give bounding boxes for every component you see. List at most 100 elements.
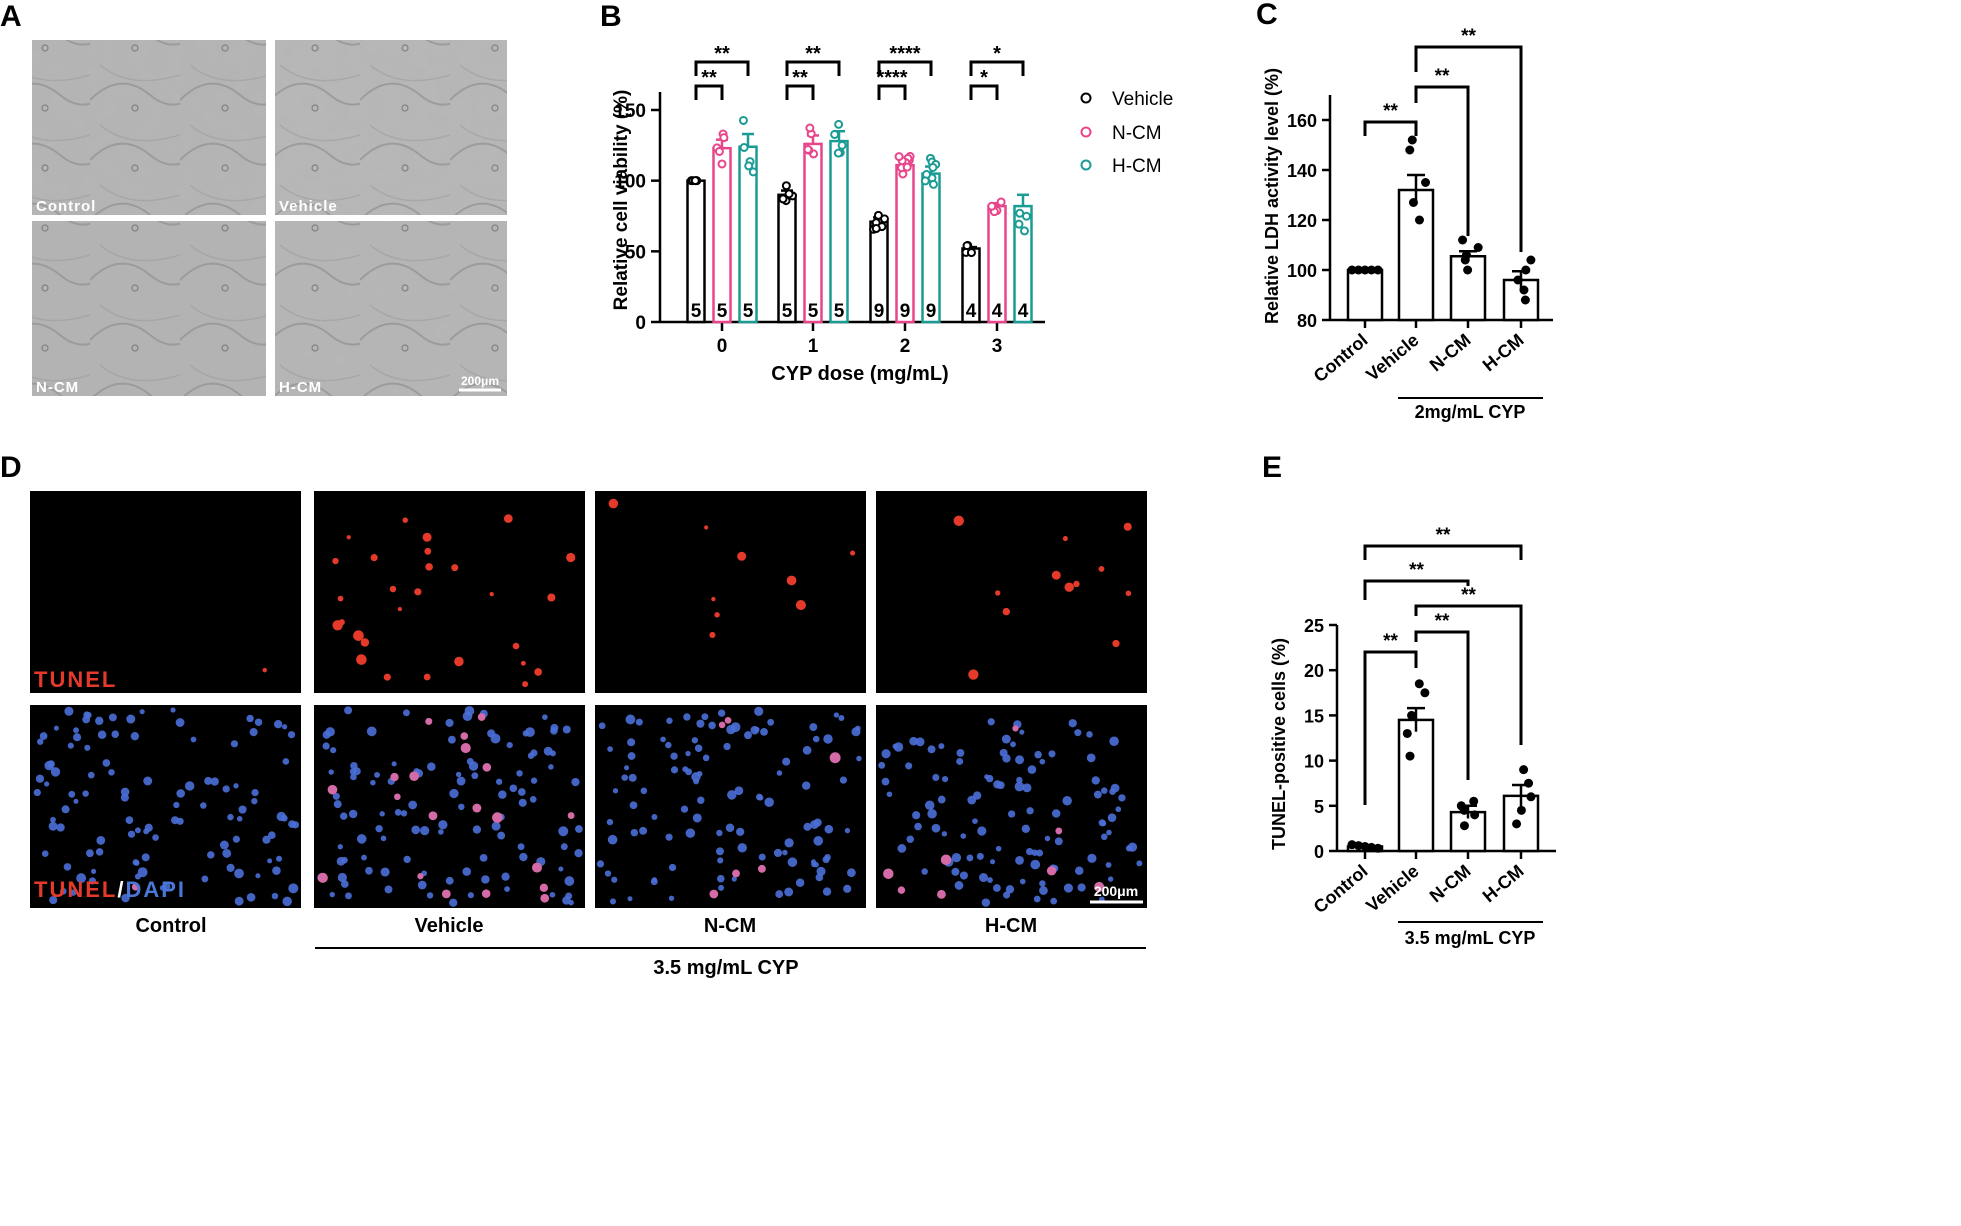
dapi-nucleus [222, 785, 230, 793]
dapi-nucleus [682, 766, 689, 773]
dapi-nucleus [981, 898, 991, 907]
dapi-nucleus [506, 741, 513, 749]
dapi-nucleus [730, 722, 741, 733]
dapi-nucleus [88, 877, 97, 885]
dapi-nucleus [509, 784, 518, 793]
b-data-point [902, 162, 912, 172]
tunel-positive-cell [370, 554, 378, 562]
b-data-point [744, 161, 754, 171]
dapi-nucleus [445, 876, 454, 885]
tunel-positive-cell [423, 673, 431, 681]
dapi-nucleus [1025, 847, 1034, 856]
c-data-point [1405, 145, 1415, 155]
e-y-tick-label: 15 [1304, 706, 1324, 726]
dapi-nucleus [604, 870, 612, 877]
dapi-nucleus [694, 744, 703, 753]
dapi-nucleus [67, 742, 74, 749]
dapi-nucleus [391, 761, 397, 767]
dapi-nucleus [458, 803, 465, 811]
b-data-point [830, 129, 840, 139]
dapi-nucleus [999, 748, 1008, 757]
dapi-nucleus [201, 875, 209, 883]
e-y-tick-label: 0 [1314, 842, 1324, 862]
dapi-nucleus [126, 714, 136, 724]
dapi-nucleus [251, 788, 259, 797]
dapi-nucleus [322, 742, 330, 750]
e-y-axis-label: TUNEL-positive cells (%) [1269, 638, 1289, 850]
b-data-point [928, 179, 938, 189]
dapi-nucleus [736, 827, 745, 837]
dapi-nucleus [70, 889, 77, 896]
dapi-nucleus [723, 742, 731, 751]
dapi-nucleus [810, 820, 819, 829]
b-significance-label: * [980, 67, 988, 89]
dapi-nucleus [1021, 824, 1030, 833]
micrograph-control: Control [32, 40, 266, 215]
dapi-nucleus [1063, 883, 1074, 893]
dapi-nucleus [340, 812, 348, 820]
e-significance-bracket [1363, 579, 1470, 600]
fluorescence-image [876, 705, 1147, 908]
merged-positive-cell [1055, 827, 1063, 835]
dapi-nucleus [233, 783, 239, 789]
dapi-nucleus [1107, 876, 1114, 882]
dapi-nucleus [966, 854, 974, 862]
e-data-point [1526, 792, 1536, 802]
c-data-point [1458, 235, 1468, 245]
dapi-nucleus [61, 805, 70, 814]
b-bar [829, 139, 849, 324]
b-n-label: 4 [992, 301, 1003, 322]
dapi-nucleus [82, 790, 89, 797]
dapi-nucleus [764, 797, 774, 807]
dapi-nucleus [479, 853, 488, 862]
merged-positive-cell [883, 868, 894, 879]
dapi-nucleus [365, 866, 373, 875]
dapi-nucleus [784, 838, 794, 848]
dapi-nucleus [380, 867, 390, 877]
dapi-nucleus [87, 771, 95, 779]
c-y-tick-label: 80 [1297, 311, 1317, 331]
dapi-nucleus [1100, 787, 1108, 794]
c-bar [1346, 268, 1384, 322]
dapi-nucleus [596, 860, 605, 868]
dapi-nucleus [254, 718, 263, 726]
dapi-nucleus [802, 745, 812, 755]
dapi-nucleus [627, 896, 633, 902]
dapi-nucleus [170, 816, 180, 825]
dapi-nucleus [822, 887, 832, 896]
dapi-nucleus [627, 738, 636, 747]
b-n-label: 5 [808, 301, 819, 322]
d-column-label-hcm: H-CM [985, 915, 1037, 937]
dapi-nucleus [417, 880, 427, 890]
dapi-nucleus [447, 735, 456, 744]
tunel-positive-cell [337, 595, 344, 602]
b-data-point [894, 152, 904, 162]
c-data-point [1407, 135, 1417, 145]
dapi-nucleus [989, 859, 996, 865]
dapi-nucleus [717, 857, 724, 864]
b-data-point [714, 146, 724, 156]
dapi-nucleus [938, 743, 945, 750]
dapi-nucleus [222, 848, 232, 858]
dapi-nucleus [754, 706, 764, 716]
dapi-nucleus [408, 800, 418, 810]
merged-positive-cell [482, 762, 492, 772]
tunel-positive-cell [360, 638, 370, 647]
tunel-positive-cell [338, 619, 345, 626]
dapi-nucleus [914, 822, 922, 831]
dapi-nucleus [1026, 807, 1034, 815]
dapi-nucleus [972, 818, 978, 825]
e-data-point [1459, 821, 1469, 831]
dapi-nucleus [504, 886, 510, 892]
e-y-tick-label: 20 [1304, 661, 1324, 681]
dapi-nucleus [95, 716, 104, 726]
b-data-point [748, 167, 758, 177]
dapi-nucleus [1107, 813, 1117, 822]
dapi-nucleus [685, 750, 691, 757]
dapi-nucleus [420, 826, 430, 836]
b-x-tick-label: 0 [717, 336, 728, 357]
b-legend: Vehicle N-CM H-CM [1080, 89, 1173, 177]
dapi-nucleus [175, 718, 185, 727]
merge-label-separator: / [117, 877, 125, 902]
dapi-nucleus [345, 892, 352, 900]
